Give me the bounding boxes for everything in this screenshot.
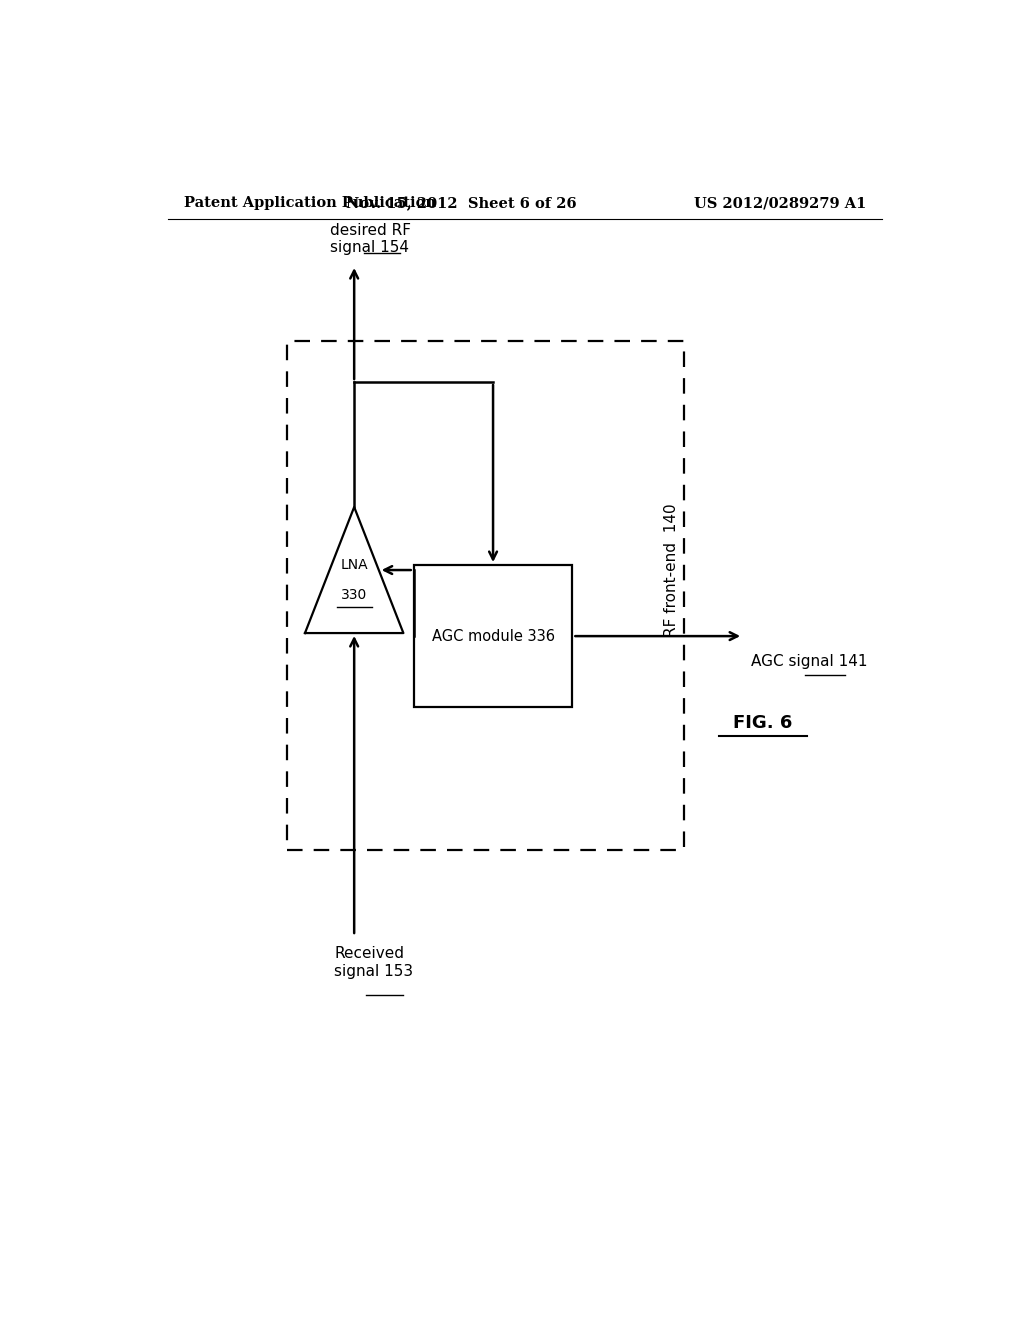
Text: 330: 330 xyxy=(341,589,368,602)
Text: LNA: LNA xyxy=(340,558,368,572)
Text: RF front-end  140: RF front-end 140 xyxy=(665,503,679,636)
Bar xyxy=(414,565,572,708)
Text: Patent Application Publication: Patent Application Publication xyxy=(183,197,435,210)
Text: desired RF
signal 154: desired RF signal 154 xyxy=(330,223,411,255)
Text: Received
signal 153: Received signal 153 xyxy=(335,946,414,978)
Text: FIG. 6: FIG. 6 xyxy=(733,714,793,731)
Text: US 2012/0289279 A1: US 2012/0289279 A1 xyxy=(693,197,866,210)
Text: AGC module 336: AGC module 336 xyxy=(431,628,555,644)
Text: Nov. 15, 2012  Sheet 6 of 26: Nov. 15, 2012 Sheet 6 of 26 xyxy=(346,197,577,210)
Text: AGC signal 141: AGC signal 141 xyxy=(751,653,867,669)
